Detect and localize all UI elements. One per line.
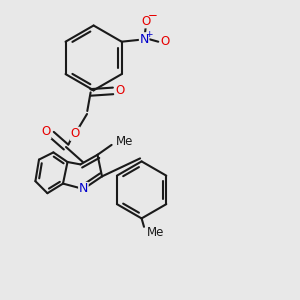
Text: +: + [146, 30, 153, 39]
Text: O: O [42, 125, 51, 139]
Text: O: O [141, 15, 150, 28]
Text: Me: Me [116, 135, 134, 148]
Text: O: O [70, 127, 80, 140]
Text: Me: Me [147, 226, 164, 239]
Text: N: N [79, 182, 88, 196]
Text: O: O [115, 84, 124, 98]
Text: N: N [140, 33, 149, 46]
Text: O: O [160, 35, 170, 48]
Text: −: − [148, 9, 158, 22]
